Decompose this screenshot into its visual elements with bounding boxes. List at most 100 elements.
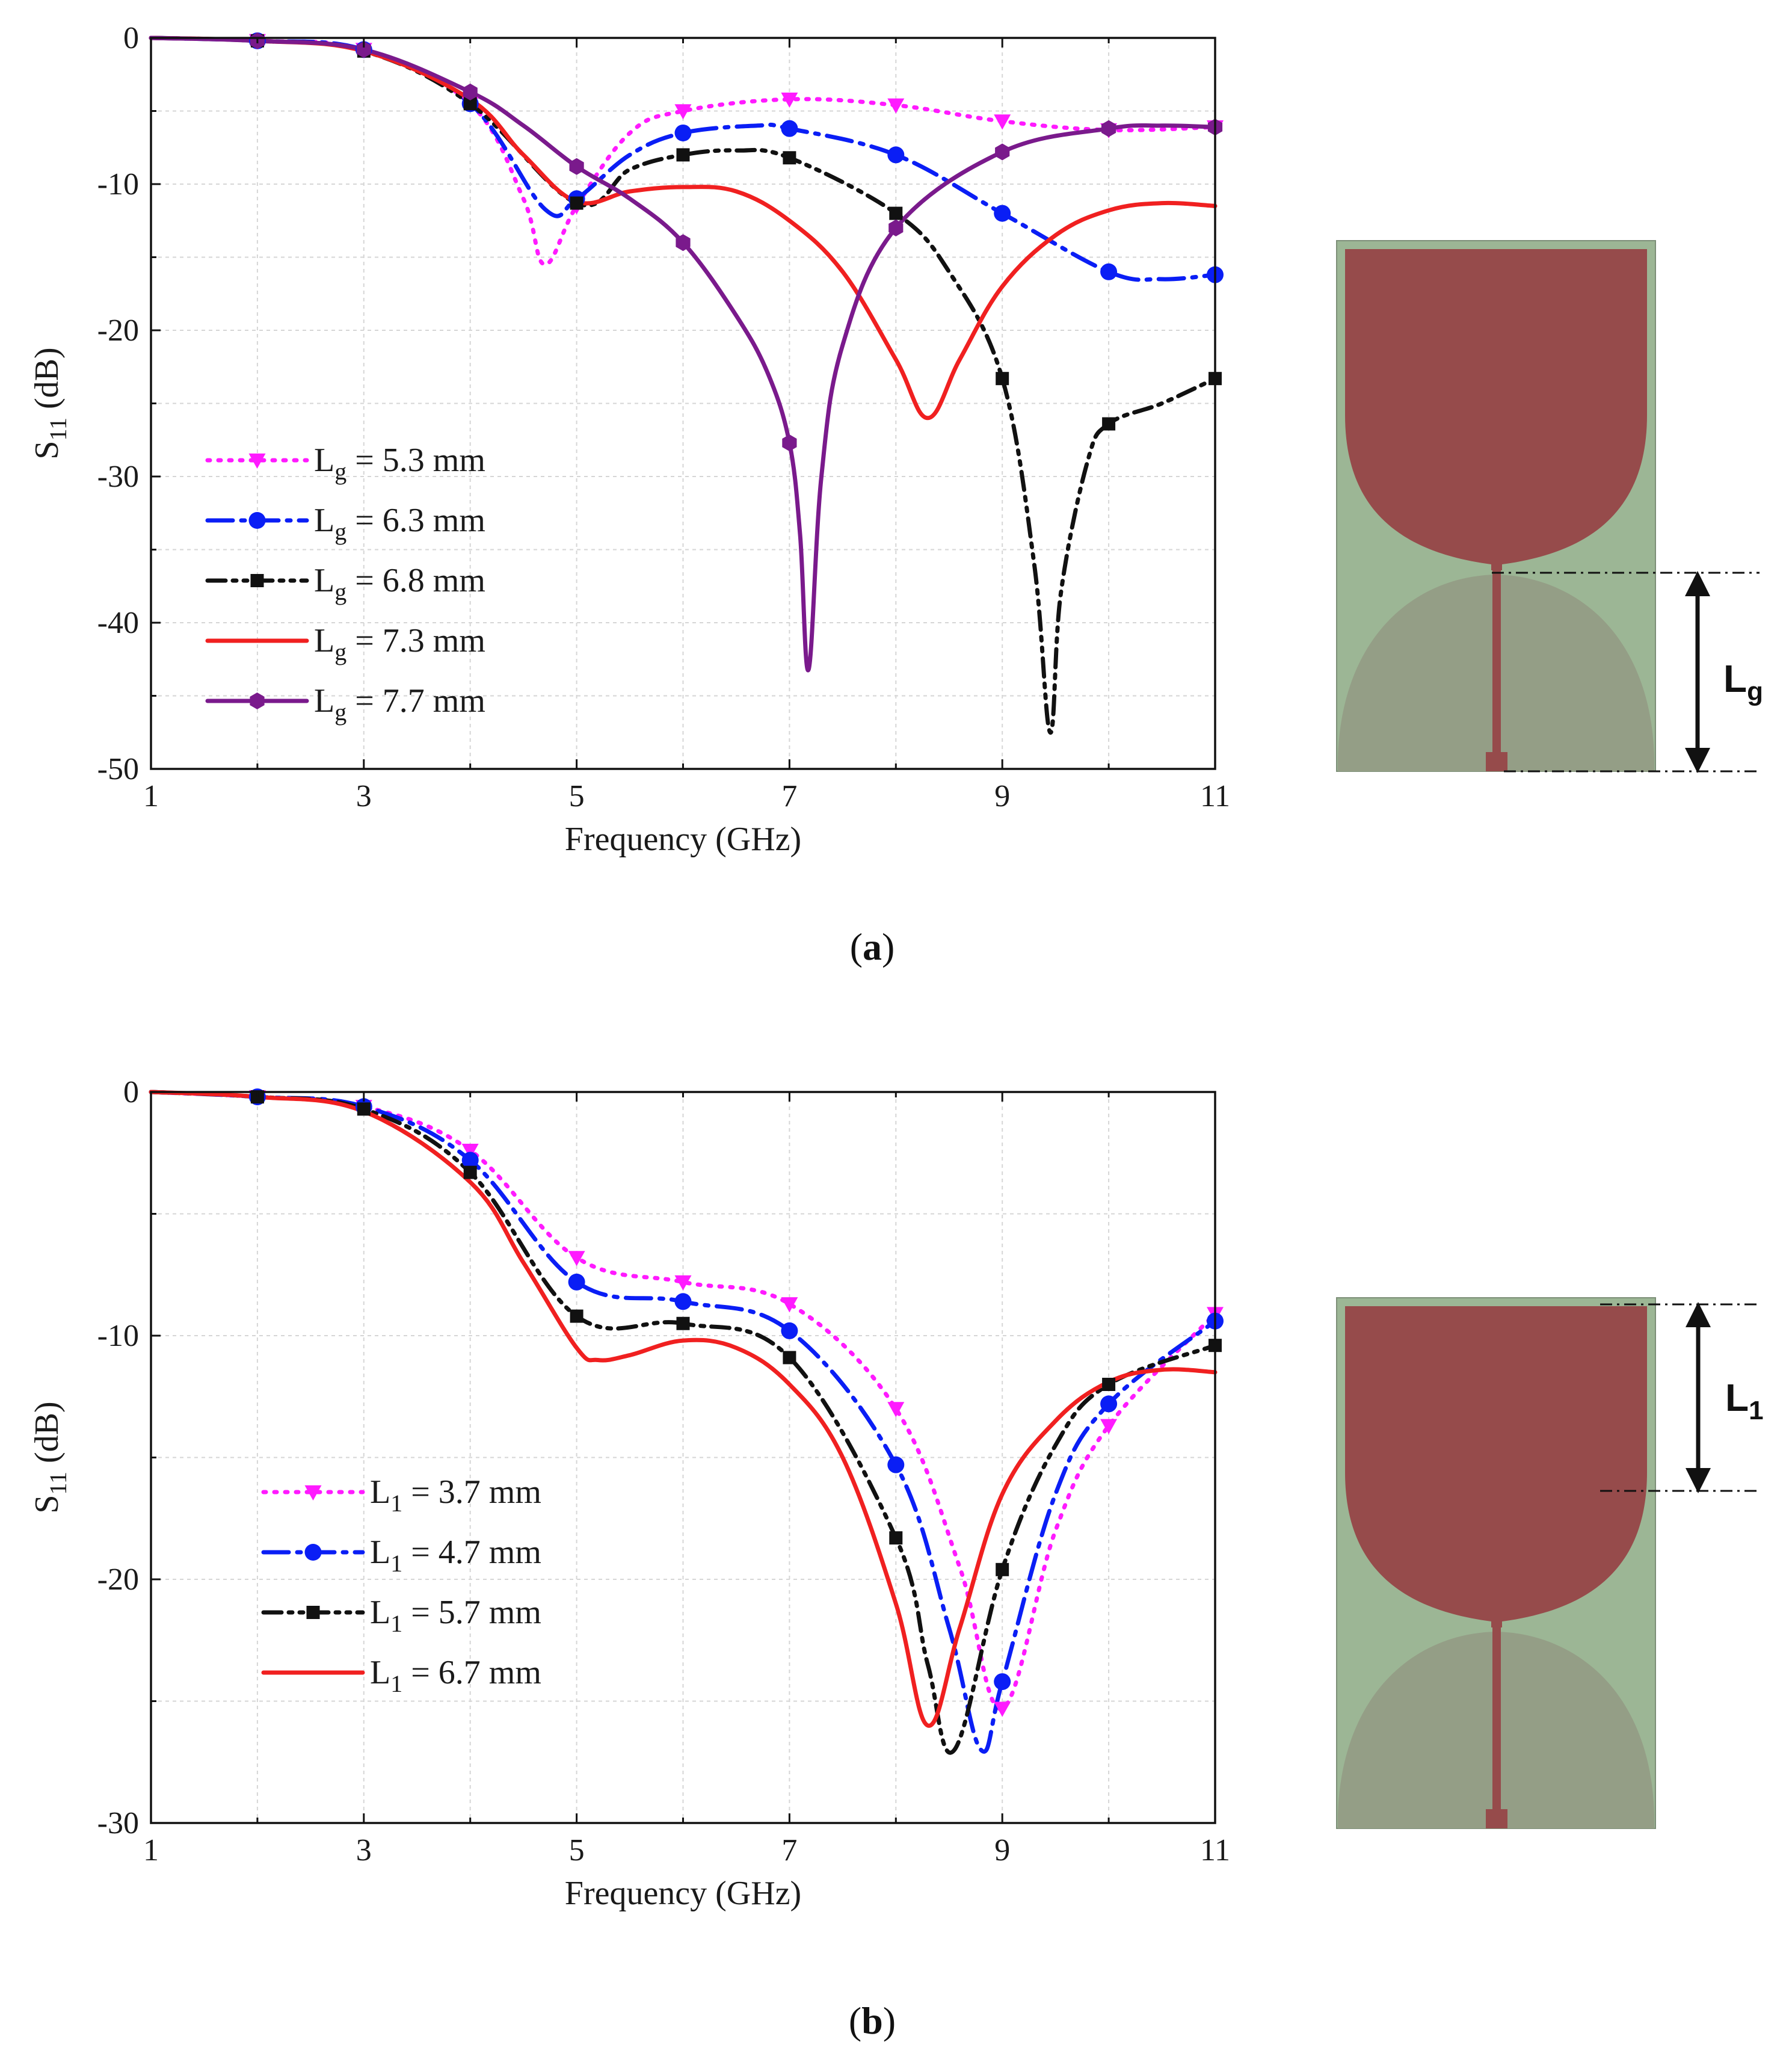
legend-marker-0: [304, 1485, 322, 1501]
data-point-4: [995, 143, 1010, 161]
data-point-1: [568, 1273, 585, 1291]
data-point-0: [568, 1251, 585, 1266]
series-line-2: [149, 1090, 1218, 1755]
data-point-2: [463, 1165, 477, 1179]
dim-label-a-main: L: [1723, 657, 1747, 700]
x-tick-label: 5: [569, 1833, 585, 1868]
data-point-0: [781, 1297, 798, 1313]
data-point-1: [674, 124, 692, 141]
data-point-2: [676, 1316, 690, 1330]
radiating-patch-a: [1345, 249, 1647, 570]
legend-0: Lg = 5.3 mm Lg = 6.3 mm Lg = 6.8 mm Lg = 7.…: [205, 442, 485, 726]
caption-b: (b): [849, 1999, 896, 2042]
x-tick-label: 7: [781, 1833, 797, 1868]
x-tick-label: 1: [143, 779, 159, 813]
legend-label-0: L1 = 3.7 mm: [370, 1473, 541, 1517]
data-point-0: [1100, 1419, 1118, 1434]
data-point-2: [357, 1102, 371, 1116]
data-point-1: [887, 146, 905, 164]
data-point-0: [887, 1402, 905, 1417]
legend-label-3: L1 = 6.7 mm: [370, 1654, 541, 1697]
grid-0: [151, 38, 1215, 769]
legend-marker-1: [248, 512, 266, 529]
y-tick-label: 0: [123, 1075, 139, 1109]
data-point-2: [570, 196, 583, 210]
y-tick-label: 0: [123, 21, 139, 55]
legend-label-0: Lg = 5.3 mm: [314, 442, 485, 485]
data-point-2: [996, 372, 1009, 386]
data-point-1: [1100, 263, 1118, 280]
y-axis-label: S11 (dB): [28, 347, 72, 459]
data-point-4: [463, 83, 478, 100]
series-line-1: [149, 1090, 1218, 1754]
data-point-1: [781, 120, 798, 137]
y-axis-label: S11 (dB): [28, 1401, 72, 1513]
data-point-2: [889, 1531, 903, 1545]
y-tick-label: -10: [97, 1319, 139, 1353]
x-tick-label: 3: [356, 779, 372, 813]
grid-1: [151, 1092, 1215, 1823]
legend-label-2: Lg = 6.8 mm: [314, 562, 485, 605]
antenna-diagram-b: L1: [1336, 1297, 1764, 1829]
x-tick-label: 7: [781, 779, 797, 813]
data-point-2: [676, 148, 690, 162]
data-point-1: [1100, 1395, 1118, 1413]
legend-marker-4: [250, 692, 265, 709]
data-point-0: [887, 98, 905, 114]
data-point-4: [782, 434, 797, 452]
data-point-0: [994, 114, 1011, 130]
dim-label-a: Lg: [1723, 657, 1763, 706]
legend-1: L1 = 3.7 mm L1 = 4.7 mm L1 = 5.7 mm L1 = 6.…: [261, 1473, 541, 1697]
data-point-2: [996, 1562, 1009, 1576]
caption-a: (a): [850, 925, 895, 968]
data-point-0: [781, 92, 798, 108]
feed-port-a: [1486, 752, 1507, 771]
data-point-0: [461, 1144, 479, 1159]
x-axis-label: Frequency (GHz): [565, 1875, 801, 1912]
x-axis-label: Frequency (GHz): [565, 821, 801, 858]
data-point-2: [570, 1309, 583, 1323]
legend-label-1: L1 = 4.7 mm: [370, 1534, 541, 1577]
y-tick-label: -20: [97, 313, 139, 348]
data-point-1: [994, 1673, 1011, 1691]
x-tick-label: 5: [569, 779, 585, 813]
x-tick-label: 3: [356, 1833, 372, 1868]
data-point-4: [888, 219, 904, 236]
y-axis-label-main: S: [28, 1495, 66, 1514]
data-point-1: [887, 1456, 905, 1473]
series-line-3: [149, 35, 1218, 421]
data-point-4: [356, 41, 371, 58]
legend-label-2: L1 = 5.7 mm: [370, 1594, 541, 1637]
legend-label-1: Lg = 6.3 mm: [314, 502, 485, 545]
caption-a-label: a: [863, 925, 882, 968]
data-point-4: [1101, 120, 1116, 137]
y-tick-label: -50: [97, 752, 139, 786]
x-tick-label: 9: [994, 1833, 1010, 1868]
caption-b-label: b: [861, 1999, 883, 2042]
data-point-0: [674, 104, 692, 120]
legend-label-3: Lg = 7.3 mm: [314, 622, 485, 665]
data-point-2: [783, 151, 796, 165]
y-tick-label: -10: [97, 167, 139, 202]
data-point-0: [994, 1701, 1011, 1717]
feed-port-b: [1486, 1809, 1507, 1828]
data-point-4: [676, 234, 691, 251]
data-point-2: [463, 97, 477, 111]
y-tick-label: -30: [97, 460, 139, 494]
y-tick-label: -20: [97, 1562, 139, 1597]
data-point-2: [783, 1351, 796, 1365]
x-tick-label: 11: [1200, 779, 1230, 813]
antenna-diagram-a: Lg: [1336, 240, 1763, 773]
data-point-0: [674, 1275, 692, 1291]
y-axis-label-unit: (dB): [28, 1401, 66, 1472]
series-line-3: [149, 1090, 1218, 1728]
y-axis-label-main: S: [28, 441, 66, 460]
data-point-1: [674, 1293, 692, 1310]
dim-label-b-main: L: [1725, 1376, 1749, 1419]
radiating-patch-b: [1345, 1306, 1647, 1627]
feedline-b: [1492, 1626, 1501, 1813]
feedline-a: [1492, 569, 1501, 756]
